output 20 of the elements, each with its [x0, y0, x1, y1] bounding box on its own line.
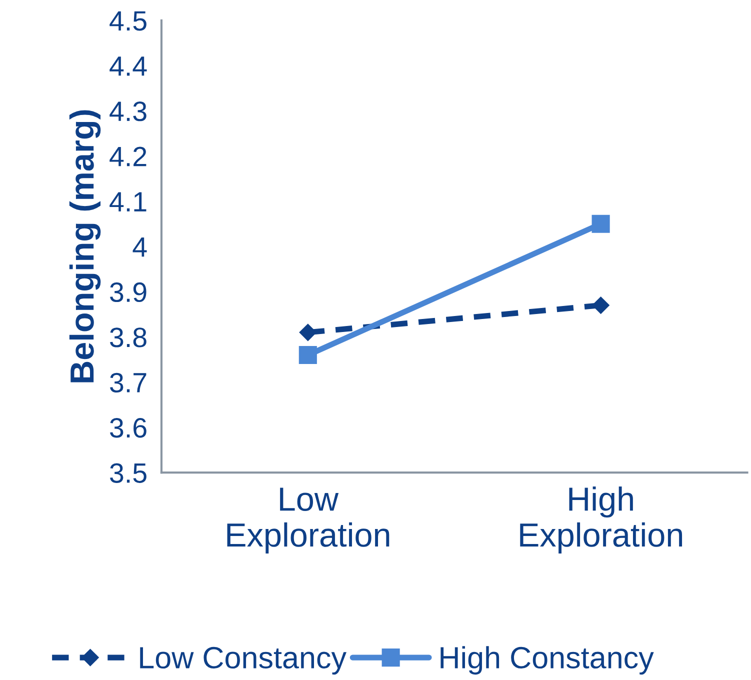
legend-label: Low Constancy	[140, 646, 346, 675]
y-tick-label: 3.5	[110, 463, 146, 483]
y-tick-label: 3.8	[110, 328, 146, 348]
point	[592, 296, 610, 314]
y-tick-label: 4.2	[110, 146, 146, 166]
y-tick-label: 3.6	[110, 418, 146, 438]
y-axis-title: Belonging (marg)	[69, 110, 101, 382]
y-tick-label: 4.4	[110, 56, 147, 76]
y-tick-label: 3.9	[110, 282, 146, 302]
x-tick-label: Low Exploration	[227, 488, 390, 554]
y-tick-label: 3.7	[110, 372, 146, 392]
y-tick-label: 4.5	[110, 11, 146, 31]
y-tick-label: 4.1	[110, 192, 146, 212]
point	[592, 214, 610, 233]
legend-label: High Constancy	[440, 646, 654, 675]
y-tick-label: 4	[132, 237, 147, 257]
x-tick-label: High Exploration	[520, 486, 682, 554]
point	[298, 346, 317, 364]
point	[299, 324, 317, 342]
y-tick-label: 4.3	[110, 102, 146, 122]
